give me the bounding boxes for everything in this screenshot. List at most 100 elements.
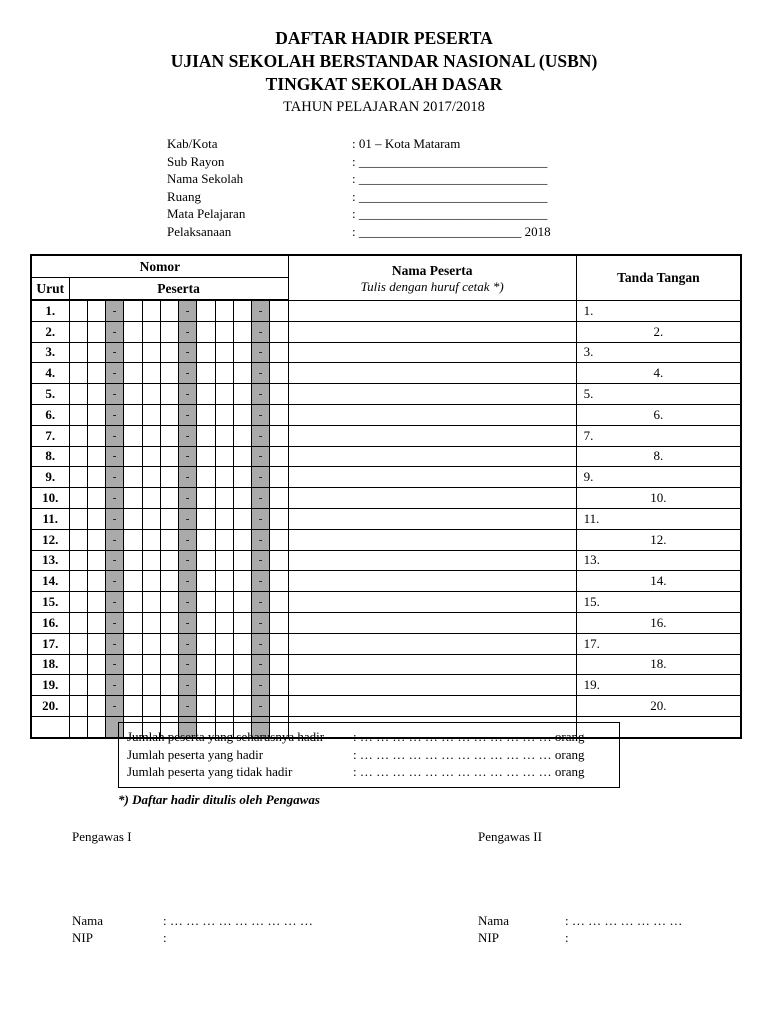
header-nama-peserta-note: Tulis dengan huruf cetak *) [360, 278, 504, 294]
dash-separator-cell: - [250, 299, 271, 322]
form-field-label: Ruang [167, 188, 201, 204]
dash-separator-cell: - [104, 403, 125, 426]
row-number-cell: 15. [30, 591, 70, 613]
dash-separator-cell: - [250, 403, 271, 426]
dash-separator-cell: - [177, 611, 198, 634]
title-line-2: UJIAN SEKOLAH BERSTANDAR NASIONAL (USBN) [170, 51, 598, 71]
form-field-value: : 01 – Kota Mataram [352, 136, 461, 151]
dash-separator-cell: - [250, 507, 271, 530]
summary-label: Jumlah peserta yang hadir [127, 746, 264, 762]
dash-separator-cell: - [177, 507, 198, 530]
name-entry-cell [287, 528, 577, 551]
table-header-row-2: Urut Peserta [30, 277, 741, 301]
table-header-row-1: Nomor Nama Peserta Tulis dengan huruf ce… [30, 254, 742, 301]
code-digit-cell [232, 403, 253, 426]
form-field-value: : _____________________________ [352, 153, 548, 169]
code-digit-cell [123, 424, 143, 447]
signature-cell: 7. [575, 424, 742, 447]
dash-separator-cell: - [104, 674, 125, 697]
dash-separator-cell: - [250, 549, 271, 572]
dash-separator-cell: - [250, 591, 271, 613]
row-number-cell: 20. [30, 695, 70, 717]
code-digit-cell [86, 320, 107, 343]
dash-separator-cell: - [250, 362, 271, 385]
table-row: 6. - - - 6. [30, 403, 742, 426]
code-digit-cell [159, 570, 180, 593]
code-digit-cell [141, 674, 161, 697]
dash-separator-cell: - [250, 487, 271, 509]
code-digit-cell [141, 320, 161, 343]
code-digit-cell [141, 403, 161, 426]
code-digit-cell [141, 653, 161, 676]
name-entry-cell [287, 674, 577, 697]
code-digit-cell [214, 611, 234, 634]
code-digit-cell [123, 611, 143, 634]
summary-label: Jumlah peserta yang tidak hadir [127, 764, 293, 779]
code-digit-cell [196, 341, 216, 364]
dash-separator-cell: - [250, 341, 271, 364]
pengawas-1-title: Pengawas I [72, 829, 132, 844]
dash-separator-cell: - [177, 695, 198, 717]
table-row: 11. - - - 11. [30, 507, 742, 530]
dash-separator-cell: - [104, 507, 125, 530]
signature-cell: 12. [575, 528, 742, 551]
code-digit-cell [214, 466, 234, 489]
code-digit-cell [86, 570, 107, 593]
dash-separator-cell: - [177, 383, 198, 405]
code-digit-cell [269, 591, 289, 613]
code-digit-cell [269, 507, 289, 530]
code-digit-cell [196, 674, 216, 697]
name-entry-cell [287, 507, 577, 530]
row-number-cell: 1. [30, 299, 70, 322]
code-digit-cell [196, 528, 216, 551]
code-digit-cell [68, 570, 88, 593]
dash-separator-cell: - [250, 466, 271, 489]
code-digit-cell [141, 362, 161, 385]
row-number-cell: 16. [30, 611, 70, 634]
code-digit-cell [269, 466, 289, 489]
dash-separator-cell: - [104, 362, 125, 385]
dash-separator-cell: - [250, 445, 271, 468]
dash-separator-cell: - [250, 528, 271, 551]
code-digit-cell [68, 424, 88, 447]
code-digit-cell [269, 341, 289, 364]
code-digit-cell [68, 403, 88, 426]
signature-cell: 15. [575, 591, 742, 613]
row-number-cell: 19. [30, 674, 70, 697]
code-digit-cell [86, 611, 107, 634]
code-digit-cell [196, 299, 216, 322]
code-digit-cell [141, 466, 161, 489]
table-row: 16. - - - 16. [30, 611, 742, 634]
name-entry-cell [287, 383, 577, 405]
code-digit-cell [141, 715, 161, 739]
signature-cell: 14. [575, 570, 742, 593]
dash-separator-cell: - [250, 570, 271, 593]
title-line-1: DAFTAR HADIR PESERTA [275, 28, 493, 48]
code-digit-cell [141, 507, 161, 530]
row-number-cell: 13. [30, 549, 70, 572]
row-number-cell: 3. [30, 341, 70, 364]
table-row: 1. - - - 1. [30, 299, 742, 322]
summary-value: : … … … … … … … … … … … … orang [353, 764, 585, 779]
code-digit-cell [214, 528, 234, 551]
code-digit-cell [196, 632, 216, 655]
row-number-cell: 17. [30, 632, 70, 655]
table-row: 9. - - - 9. [30, 466, 742, 489]
dash-separator-cell: - [250, 653, 271, 676]
table-row [30, 715, 742, 739]
code-digit-cell [123, 695, 143, 717]
code-digit-cell [159, 383, 180, 405]
header-nama-peserta: Nama Peserta Tulis dengan huruf cetak *) [287, 254, 577, 301]
code-digit-cell [196, 445, 216, 468]
form-field-label: Mata Pelajaran [167, 206, 246, 222]
code-digit-cell [214, 341, 234, 364]
name-entry-cell [287, 695, 577, 717]
code-digit-cell [159, 424, 180, 447]
code-digit-cell [86, 674, 107, 697]
code-digit-cell [123, 674, 143, 697]
dash-separator-cell: - [250, 424, 271, 447]
code-digit-cell [86, 341, 107, 364]
table-row: 7. - - - 7. [30, 424, 742, 447]
code-digit-cell [269, 403, 289, 426]
code-digit-cell [196, 383, 216, 405]
